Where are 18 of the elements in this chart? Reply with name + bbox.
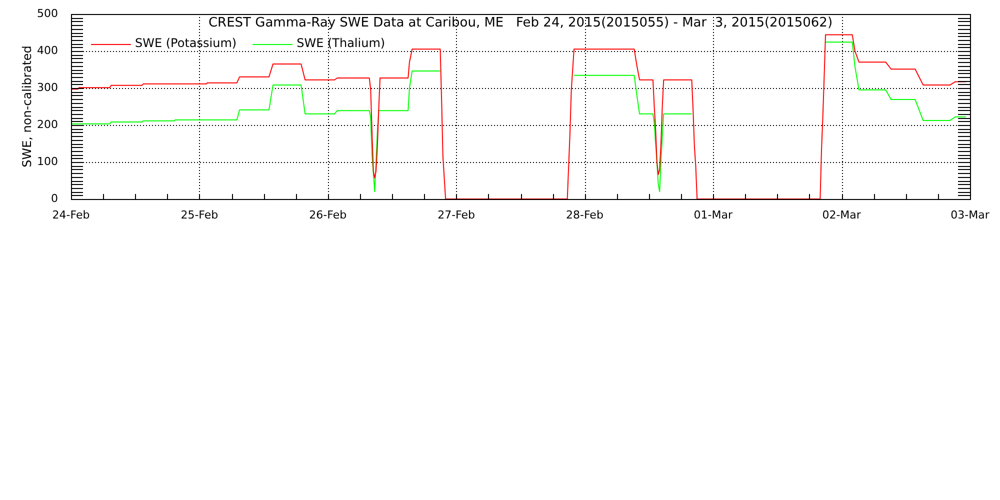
legend-label: SWE (Potassium) — [135, 36, 237, 50]
y-tick-label: 100 — [37, 154, 58, 168]
x-tick-label: 26-Feb — [309, 208, 347, 222]
legend-label: SWE (Thalium) — [296, 36, 386, 50]
y-axis-title: SWE, non-calibrated — [20, 46, 34, 168]
y-tick-label: 200 — [37, 118, 58, 131]
chart-title: CREST Gamma-Ray SWE Data at Caribou, ME Feb 24, 2015(2015055) - Mar 3, 2015(2015062) — [208, 15, 833, 30]
x-tick-label: 03-Mar — [950, 208, 990, 222]
x-tick-label: 27-Feb — [438, 208, 476, 222]
y-tick-label: 500 — [37, 6, 58, 20]
x-tick-label: 02-Mar — [822, 208, 862, 222]
x-tick-label: 01-Mar — [694, 208, 733, 222]
x-tick-label: 28-Feb — [566, 208, 604, 222]
y-tick-label: 0 — [51, 192, 58, 205]
x-tick-label: 24-Feb — [52, 208, 90, 222]
y-tick-label: 300 — [37, 80, 58, 94]
y-tick-label: 400 — [37, 44, 58, 57]
x-tick-label: 25-Feb — [180, 208, 218, 222]
